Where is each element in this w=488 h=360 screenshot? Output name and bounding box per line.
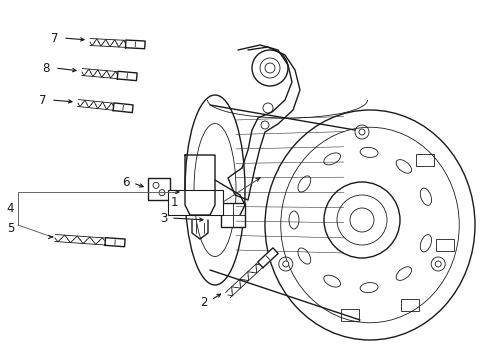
- Polygon shape: [113, 103, 133, 113]
- Circle shape: [282, 261, 288, 267]
- Text: 7: 7: [50, 31, 58, 45]
- Text: 5: 5: [7, 221, 14, 234]
- Text: 2: 2: [200, 296, 207, 309]
- Circle shape: [434, 261, 440, 267]
- Text: 1: 1: [171, 197, 178, 210]
- Text: 7: 7: [39, 94, 46, 107]
- Text: 3: 3: [160, 211, 168, 225]
- Bar: [340, 309, 358, 321]
- Bar: [400, 299, 418, 311]
- Polygon shape: [125, 40, 145, 49]
- Polygon shape: [257, 248, 278, 268]
- Bar: [435, 239, 453, 251]
- Bar: [148, 178, 170, 200]
- Bar: [415, 154, 433, 166]
- Text: 4: 4: [6, 202, 14, 215]
- Polygon shape: [105, 238, 125, 247]
- Text: 8: 8: [42, 62, 50, 75]
- Circle shape: [358, 129, 364, 135]
- Text: 6: 6: [122, 176, 130, 189]
- Polygon shape: [117, 71, 137, 81]
- Bar: [221, 203, 244, 227]
- Bar: [168, 190, 223, 215]
